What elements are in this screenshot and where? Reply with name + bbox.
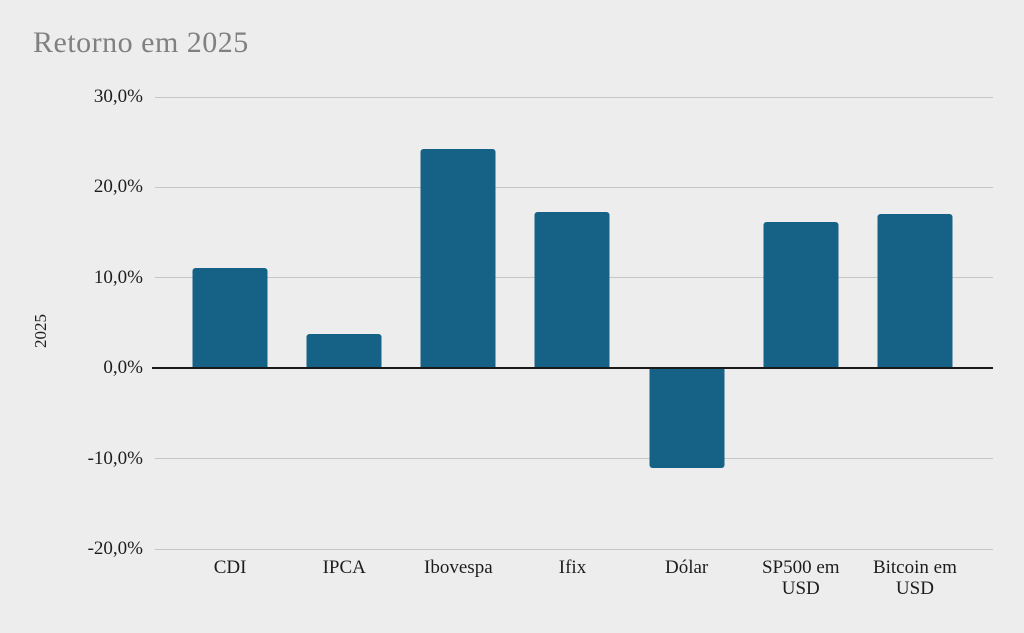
gridline-20 [155,186,993,188]
x-axis-zero-line [152,367,993,370]
x-axis-label-ipca: IPCA [322,557,366,578]
bar-slot-sp500-em-usd [744,97,858,549]
bar-sp500-em-usd [763,221,839,369]
bar-ipca [306,333,382,369]
bar-slot-bitcoin-em-usd [858,97,972,549]
bar-slot-ipca [287,97,401,549]
bars-row [173,97,972,549]
bar-slot-ibovespa [401,97,515,549]
x-axis-label-ifix: Ifix [558,557,587,578]
bar-slot-dolar [630,97,744,549]
plot-area [152,96,993,550]
x-axis-label-dolar: Dólar [665,557,709,578]
y-tick-label-20: 20,0% [93,176,143,198]
x-axis-label-ibovespa: Ibovespa [424,557,493,578]
y-tick-label-10: 10,0% [93,266,143,288]
y-tick-label--10: -10,0% [87,447,143,469]
bar-ifix [534,211,610,369]
x-axis-label-sp500-em-usd: SP500 em USD [761,557,840,599]
bar-dolar [649,368,725,468]
y-tick-label-30: 30,0% [93,86,143,107]
gridline--20 [155,548,993,550]
chart-title: Retorno em 2025 [33,26,249,59]
gridline-30 [155,96,993,98]
bar-ibovespa [420,148,496,369]
y-tick-label-0: 0,0% [103,357,143,379]
gridline--10 [155,458,993,460]
y-tick-label--20: -20,0% [87,538,143,559]
bar-bitcoin-em-usd [877,213,953,369]
bar-slot-ifix [515,97,629,549]
bar-slot-cdi [173,97,287,549]
x-axis-labels: CDI IPCA Ibovespa Ifix Dólar SP500 em USD Bitc… [173,557,972,599]
x-axis-label-cdi: CDI [213,557,247,578]
y-axis-tick-labels: 30,0% 20,0% 10,0% 0,0% -10,0% -20,0% [0,86,143,559]
x-axis-label-bitcoin-em-usd: Bitcoin em USD [872,557,957,599]
bar-cdi [192,267,268,369]
